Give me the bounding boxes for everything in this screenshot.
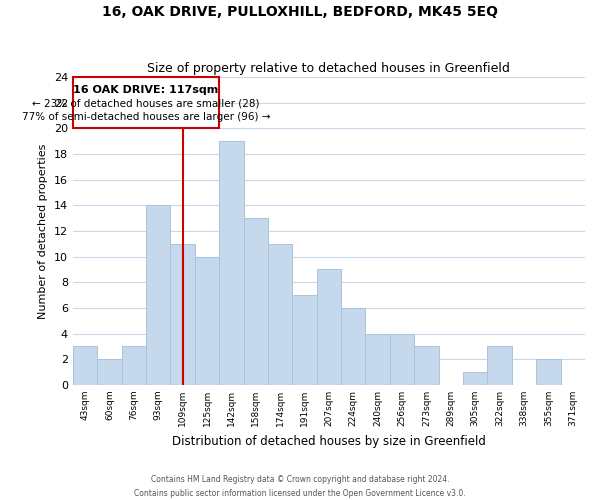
Bar — [195, 256, 219, 385]
Bar — [317, 270, 341, 385]
Bar — [146, 206, 170, 385]
Bar — [536, 360, 560, 385]
Bar — [414, 346, 439, 385]
Bar — [244, 218, 268, 385]
Y-axis label: Number of detached properties: Number of detached properties — [38, 144, 48, 318]
Title: Size of property relative to detached houses in Greenfield: Size of property relative to detached ho… — [148, 62, 511, 74]
Bar — [122, 346, 146, 385]
Bar — [390, 334, 414, 385]
Bar — [97, 360, 122, 385]
Text: 16 OAK DRIVE: 117sqm: 16 OAK DRIVE: 117sqm — [73, 85, 218, 95]
Bar — [365, 334, 390, 385]
Bar — [292, 295, 317, 385]
Bar — [170, 244, 195, 385]
Bar — [341, 308, 365, 385]
Bar — [487, 346, 512, 385]
Bar — [463, 372, 487, 385]
Text: 77% of semi-detached houses are larger (96) →: 77% of semi-detached houses are larger (… — [22, 112, 270, 122]
Text: Contains HM Land Registry data © Crown copyright and database right 2024.
Contai: Contains HM Land Registry data © Crown c… — [134, 476, 466, 498]
Bar — [268, 244, 292, 385]
FancyBboxPatch shape — [73, 77, 219, 128]
Text: 16, OAK DRIVE, PULLOXHILL, BEDFORD, MK45 5EQ: 16, OAK DRIVE, PULLOXHILL, BEDFORD, MK45… — [102, 5, 498, 19]
X-axis label: Distribution of detached houses by size in Greenfield: Distribution of detached houses by size … — [172, 434, 486, 448]
Bar — [73, 346, 97, 385]
Text: ← 23% of detached houses are smaller (28): ← 23% of detached houses are smaller (28… — [32, 98, 260, 108]
Bar — [219, 141, 244, 385]
